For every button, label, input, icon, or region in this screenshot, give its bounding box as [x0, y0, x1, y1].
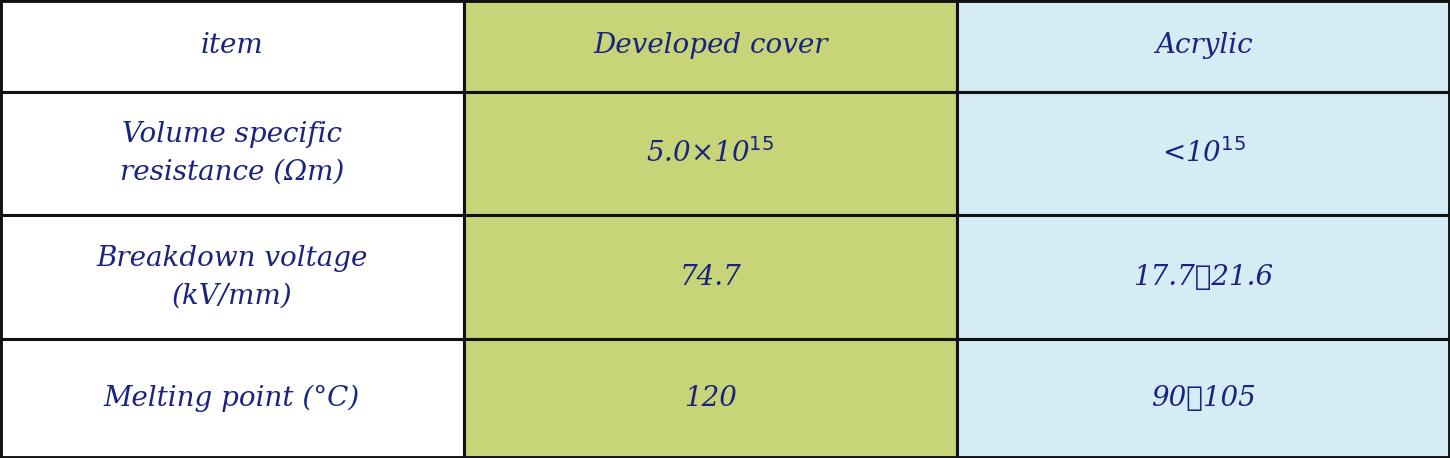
Text: 90～105: 90～105	[1151, 385, 1256, 412]
Text: Volume specific
resistance (Ωm): Volume specific resistance (Ωm)	[120, 121, 344, 185]
Text: Developed cover: Developed cover	[593, 33, 828, 59]
Text: 5.0×10$^{15}$: 5.0×10$^{15}$	[647, 138, 774, 169]
Bar	[957, 215, 1450, 339]
Bar	[957, 92, 1450, 215]
Bar	[957, 339, 1450, 458]
Bar	[0, 339, 464, 458]
Bar	[464, 0, 957, 92]
Text: Breakdown voltage
(kV/mm): Breakdown voltage (kV/mm)	[96, 245, 368, 309]
Text: 74.7: 74.7	[680, 264, 741, 290]
Bar	[464, 215, 957, 339]
Text: 120: 120	[684, 385, 737, 412]
Bar	[957, 0, 1450, 92]
Bar	[0, 215, 464, 339]
Bar	[0, 92, 464, 215]
Text: 17.7～21.6: 17.7～21.6	[1134, 264, 1273, 290]
Text: Acrylic: Acrylic	[1154, 33, 1253, 59]
Text: item: item	[200, 33, 264, 59]
Bar	[0, 0, 464, 92]
Text: Melting point (°C): Melting point (°C)	[104, 385, 360, 412]
Text: <10$^{15}$: <10$^{15}$	[1161, 138, 1246, 169]
Bar	[464, 92, 957, 215]
Bar	[464, 339, 957, 458]
